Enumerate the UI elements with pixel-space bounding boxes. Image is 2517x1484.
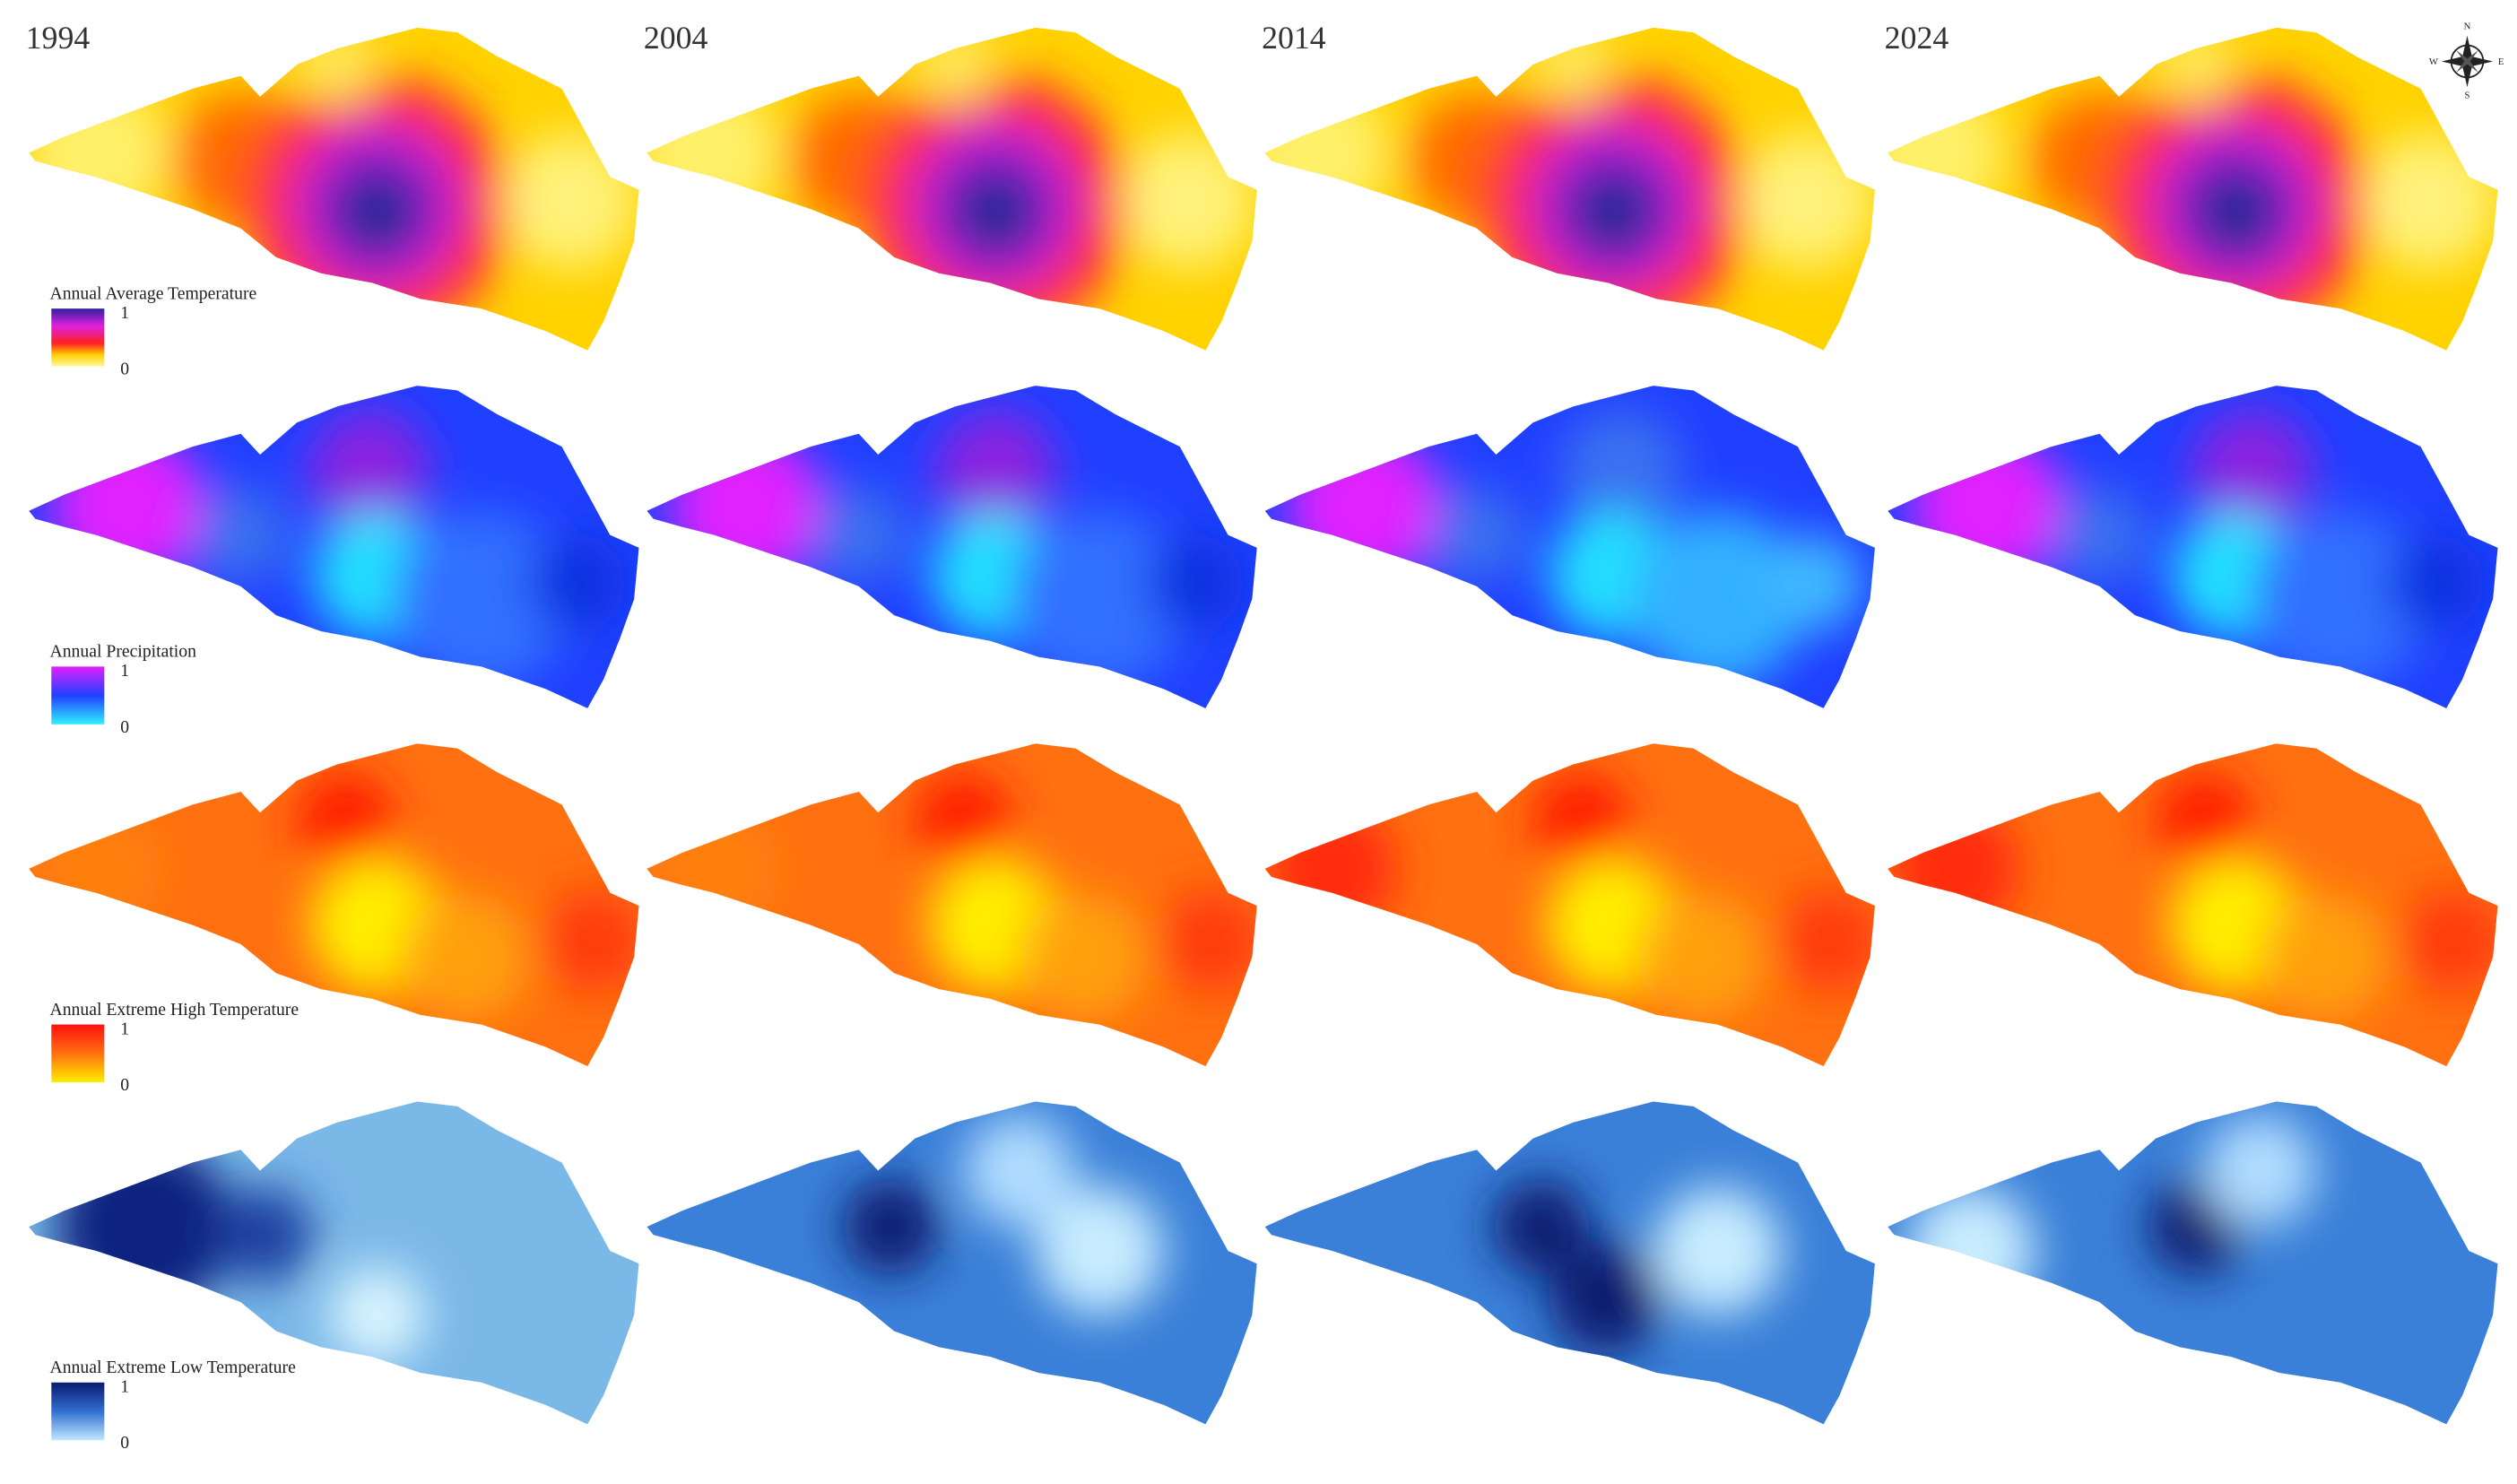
map-panel [29, 27, 639, 351]
map-panel [1888, 743, 2498, 1067]
legend-max: 1 [120, 1019, 129, 1038]
legend-max: 1 [120, 661, 129, 681]
compass-east: E [2498, 56, 2504, 67]
legend-ramp [51, 308, 105, 367]
legend-title: Annual Extreme High Temperature [49, 1000, 299, 1020]
legend-ramp [51, 1024, 105, 1083]
map-panel [1264, 743, 1875, 1067]
legend-title: Annual Average Temperature [49, 283, 256, 303]
legend-ramp [51, 666, 105, 725]
year-label: 2024 [1885, 20, 1949, 56]
map-panel [1264, 27, 1875, 351]
year-label: 2014 [1262, 20, 1326, 56]
legend-min: 0 [120, 717, 129, 737]
compass-north: N [2464, 22, 2471, 32]
legend-max: 1 [120, 303, 129, 323]
legend-min: 0 [120, 1075, 129, 1095]
legend-title: Annual Precipitation [49, 642, 196, 662]
map-panel [1888, 386, 2498, 708]
year-label: 1994 [26, 20, 91, 56]
map-panel [647, 386, 1257, 708]
compass-west: W [2429, 56, 2439, 67]
map-panel [1264, 386, 1875, 708]
legend-min: 0 [120, 360, 129, 379]
map-panel [1888, 1101, 2498, 1425]
legend-max: 1 [120, 1377, 129, 1397]
compass-south: S [2465, 91, 2470, 101]
map-panel [647, 743, 1257, 1067]
compass: N S E W [2429, 22, 2504, 101]
legend-title: Annual Extreme Low Temperature [49, 1358, 296, 1377]
map-panel [1888, 27, 2498, 351]
legend-min: 0 [120, 1433, 129, 1453]
legend-ramp [51, 1382, 105, 1441]
map-panel [1264, 1101, 1875, 1425]
map-panel [647, 27, 1257, 351]
year-label: 2004 [644, 20, 708, 56]
map-panel [647, 1101, 1257, 1425]
